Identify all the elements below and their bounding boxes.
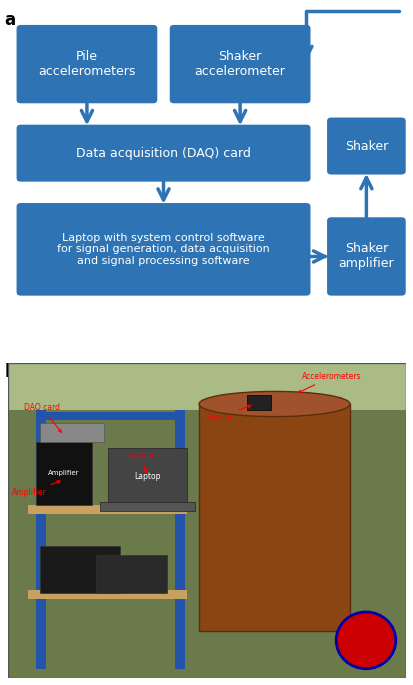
Text: Accelerometers: Accelerometers — [297, 372, 361, 393]
Text: DAQ card: DAQ card — [24, 403, 61, 432]
Bar — [28, 590, 187, 599]
Bar — [40, 423, 103, 442]
Bar — [40, 546, 119, 593]
Bar — [199, 404, 349, 631]
Text: a: a — [4, 11, 15, 29]
Bar — [100, 501, 195, 511]
Bar — [175, 410, 185, 669]
Text: b: b — [4, 363, 16, 381]
Text: Shaker: Shaker — [344, 140, 387, 153]
FancyBboxPatch shape — [326, 118, 405, 175]
FancyBboxPatch shape — [17, 25, 157, 103]
Bar — [107, 448, 187, 505]
Bar — [28, 505, 187, 514]
Bar — [36, 442, 92, 505]
Text: Shaker
amplifier: Shaker amplifier — [338, 242, 393, 271]
Text: Amplifier: Amplifier — [48, 471, 79, 476]
FancyBboxPatch shape — [326, 217, 405, 296]
FancyBboxPatch shape — [17, 203, 310, 296]
Bar — [95, 556, 167, 593]
Bar — [36, 410, 46, 669]
Text: Amplifier: Amplifier — [12, 481, 60, 497]
Text: Shaker
accelerometer: Shaker accelerometer — [194, 50, 285, 78]
Ellipse shape — [335, 612, 395, 669]
Bar — [8, 363, 405, 410]
Bar — [36, 412, 175, 420]
FancyBboxPatch shape — [17, 125, 310, 182]
Ellipse shape — [199, 391, 349, 416]
Bar — [246, 395, 270, 410]
Text: Pile
accelerometers: Pile accelerometers — [38, 50, 135, 78]
Text: Laptop: Laptop — [134, 472, 160, 481]
Text: Data acquisition (DAQ) card: Data acquisition (DAQ) card — [76, 147, 250, 160]
FancyBboxPatch shape — [169, 25, 310, 103]
Text: Laptop with system control software
for signal generation, data acquisition
and : Laptop with system control software for … — [57, 233, 269, 266]
Text: Laptop: Laptop — [127, 451, 154, 473]
Text: Shaker: Shaker — [206, 405, 250, 422]
